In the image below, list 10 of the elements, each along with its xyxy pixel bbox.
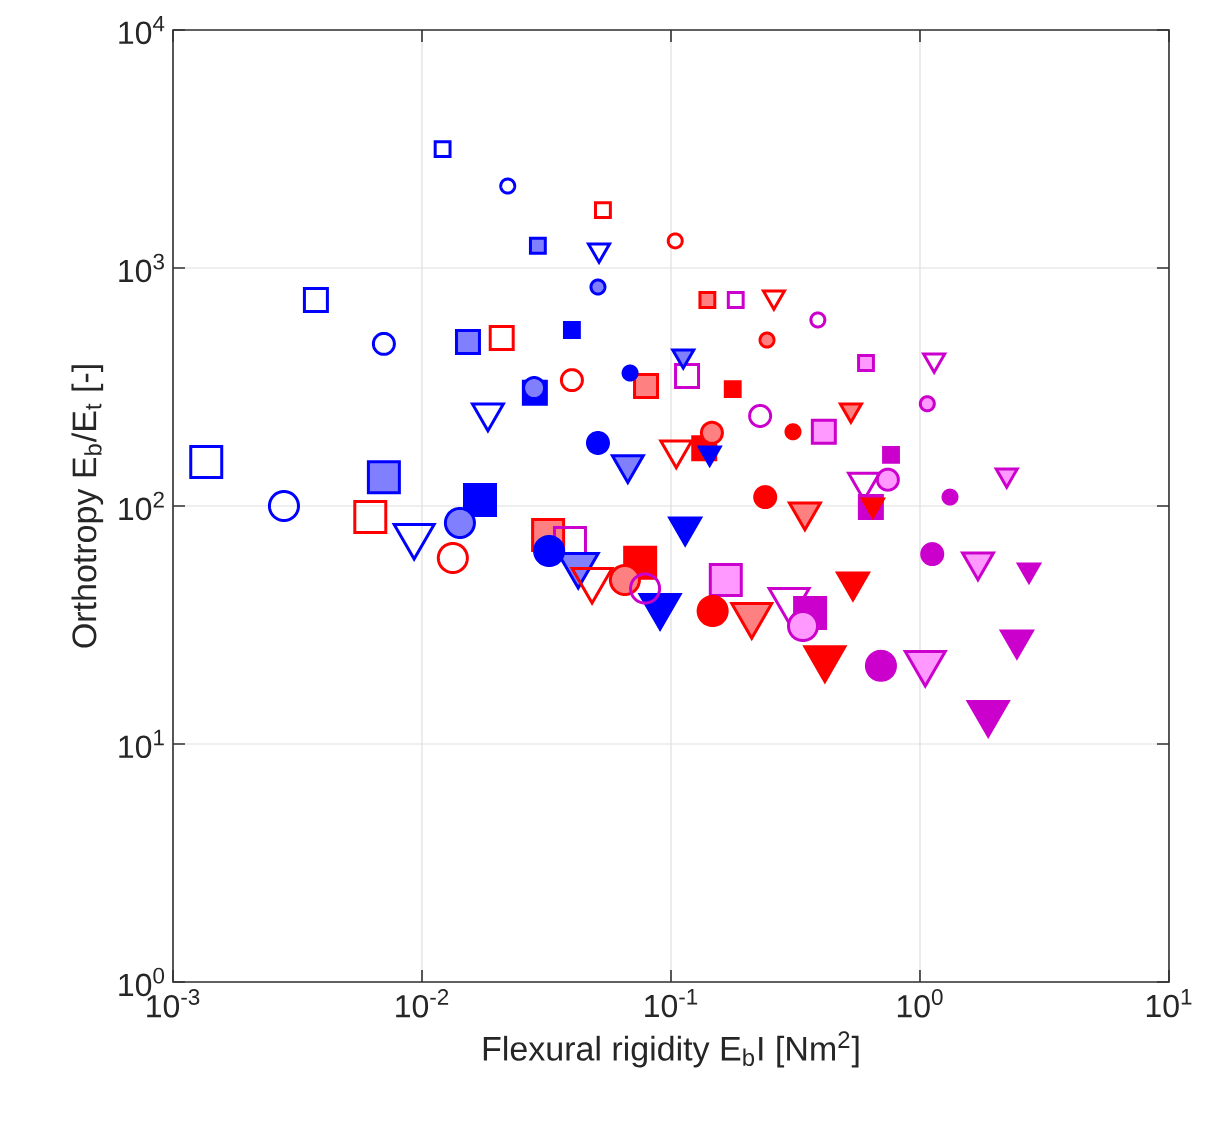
y-tick-label: 10$^{1}$ bbox=[119, 729, 164, 759]
x-axis-title: Flexural rigidity E$_{b}$I [Nm$^{2}$] bbox=[483, 1031, 859, 1068]
x-tick-label: 10$^{-2}$ bbox=[396, 989, 449, 1018]
y-axis-title: Orthotropy E$_{b}$/E$_{t}$ [-] bbox=[71, 365, 104, 648]
y-tick-label: 10$^{4}$ bbox=[119, 15, 165, 45]
x-tick-label: 10$^{1}$ bbox=[1146, 989, 1192, 1018]
y-tick-label: 10$^{3}$ bbox=[119, 253, 164, 283]
x-tick-label: 10$^{0}$ bbox=[897, 989, 943, 1018]
y-tick-label: 10$^{2}$ bbox=[119, 491, 164, 521]
x-tick-label: 10$^{-1}$ bbox=[645, 989, 698, 1018]
